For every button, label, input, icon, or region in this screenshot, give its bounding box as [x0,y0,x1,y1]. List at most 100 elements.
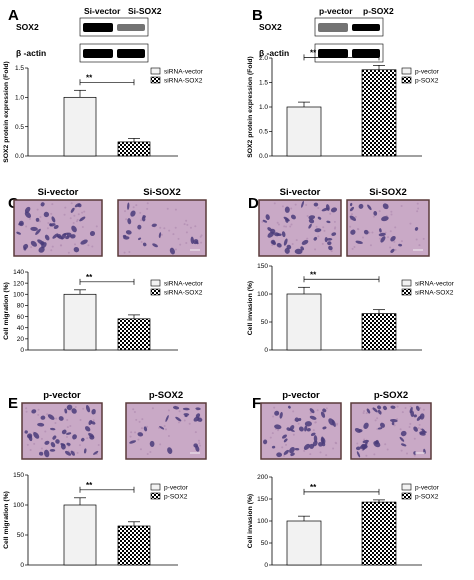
pore [167,434,170,437]
cell [317,216,322,220]
pore [297,422,300,425]
legend-swatch [401,483,412,491]
pore [40,447,43,450]
pore [166,207,169,210]
cell [308,218,315,224]
cell [64,450,72,456]
sox2-band-lane2 [352,24,380,31]
cell [313,202,319,207]
cell [141,216,146,222]
pore [177,237,180,240]
cell [282,434,287,439]
pore [159,443,162,446]
cell [321,207,329,212]
pore [409,222,412,225]
row-label: SOX2 [259,22,282,32]
pore [422,237,425,240]
y-tick-label: 0.0 [15,153,24,160]
y-tick-label: 150 [257,496,268,503]
micrograph [125,402,207,460]
pore [285,443,288,446]
cell [70,450,75,456]
pore [261,220,264,223]
pore [160,233,163,236]
pore [185,241,188,244]
pore [77,213,80,216]
pore [67,251,70,254]
pore [25,410,28,413]
pore [140,219,143,222]
cell [390,405,396,409]
pore [37,408,40,411]
pore [332,447,335,450]
pore [363,438,366,441]
bar [117,318,151,351]
pore [51,245,54,248]
lane-label: p-SOX2 [363,6,394,16]
cell [172,406,180,410]
cell [152,243,158,248]
cell [274,424,282,430]
pore [409,405,412,408]
legend-swatch [401,76,412,84]
pore [400,205,403,208]
micrograph-label: p-SOX2 [149,390,183,401]
pore [74,405,77,408]
pore [393,240,396,243]
cell [324,236,328,243]
pore [417,207,420,210]
cell [416,415,422,421]
pore [416,210,419,213]
cell [413,414,418,418]
pore [350,213,353,216]
y-axis-label: SOX2 protein expression (Fold) [247,56,254,158]
y-tick-label: 100 [257,518,268,525]
cell [195,445,200,452]
pore [400,449,403,452]
cell [85,404,91,413]
cell [40,415,46,420]
cell [379,228,382,233]
panel-letter: B [252,7,263,24]
pore [362,236,365,239]
cell [263,439,268,445]
cell [318,442,323,447]
pore [354,215,357,218]
cell [190,236,194,244]
legend-swatch [401,67,412,75]
cell [358,428,363,433]
pore [281,205,284,208]
pore [149,451,152,454]
y-axis-label: Cell invasion (%) [247,281,254,335]
cell [66,404,73,411]
cell [413,451,417,455]
pore [356,228,359,231]
y-tick-label: 100 [13,502,24,509]
cell [313,236,318,241]
panels-root: A Si-vector Si-SOX2 SOX2 β -actin 0.0 0.5 1.0 1.… [3,6,455,569]
micrograph [258,199,342,257]
legend-label: p-vector [164,485,189,492]
cell [16,231,21,235]
lane-label: p-vector [319,6,353,16]
pore [291,243,294,246]
legend-swatch [150,67,161,75]
pore [87,244,90,247]
legend-label: p-vector [415,485,440,492]
legend-label: siRNA-SOX2 [164,78,203,85]
cell [377,427,383,430]
cell [35,217,40,222]
pore [75,220,78,223]
micrograph [260,402,342,460]
panel-letter: F [252,395,261,412]
micrograph-label: p-vector [43,390,81,401]
pore [70,202,73,205]
pore [387,236,390,239]
cell [398,243,403,247]
y-tick-label: 0 [264,562,268,569]
cell [321,437,326,444]
legend-swatch [150,492,161,500]
pore [130,431,133,434]
pore [200,241,203,244]
cell [301,200,305,208]
